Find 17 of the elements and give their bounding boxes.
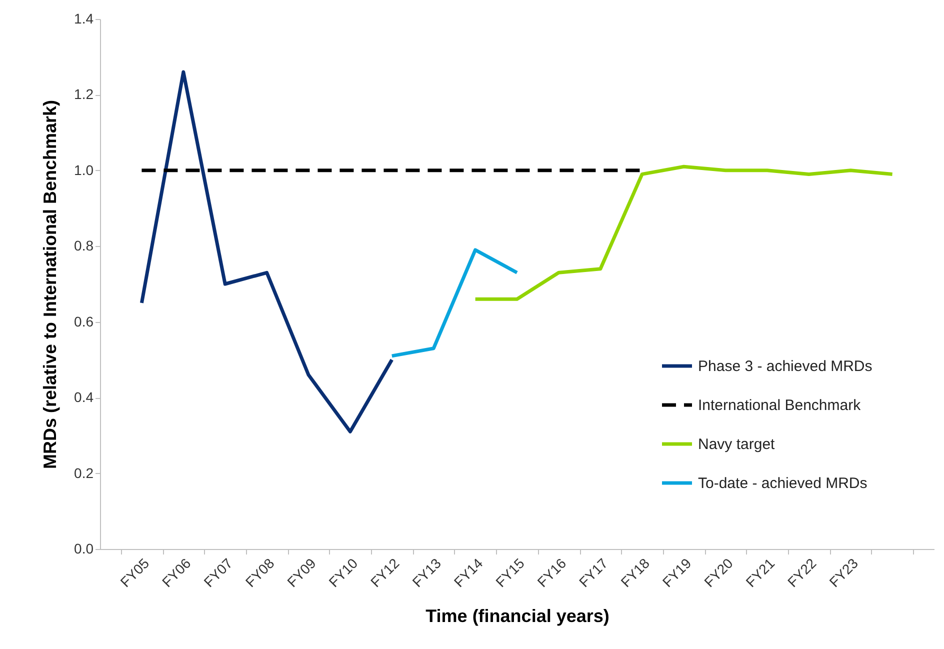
legend-label: International Benchmark — [698, 397, 862, 414]
y-tick-label: 0.8 — [74, 238, 94, 254]
line-series — [390, 248, 519, 358]
y-tick-label: 0.4 — [74, 389, 94, 406]
x-axis-title: Time (financial years) — [426, 606, 610, 626]
legend-label: Navy target — [698, 436, 776, 453]
y-tick-label: 1.0 — [74, 162, 94, 178]
y-tick-label: 1.2 — [74, 86, 94, 102]
y-tick-label: 0.2 — [74, 464, 94, 481]
y-tick-label: 1.4 — [74, 10, 94, 26]
line-series — [140, 70, 394, 434]
y-axis-title: MRDs (relative to International Benchmark) — [40, 100, 60, 470]
legend-label: Phase 3 - achieved MRDs — [698, 358, 872, 375]
line-series — [474, 164, 894, 301]
y-tick-label: 0.0 — [74, 540, 94, 556]
y-tick-label: 0.6 — [74, 313, 94, 330]
legend-label: To-date - achieved MRDs — [698, 475, 868, 492]
